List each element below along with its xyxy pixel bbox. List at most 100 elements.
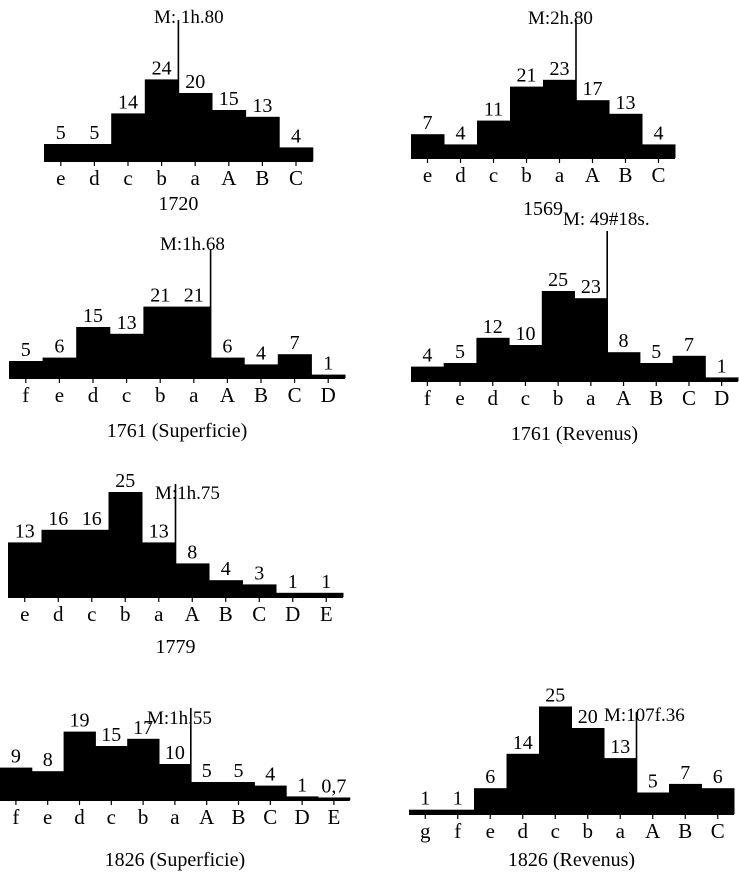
bar <box>318 797 351 800</box>
mean-label: M:1h.75 <box>155 483 220 504</box>
category-label: e <box>43 805 52 829</box>
category-label: E <box>327 805 340 829</box>
bar <box>642 144 676 158</box>
bar <box>244 364 279 378</box>
category-label: e <box>423 163 432 187</box>
bar-value-label: 17 <box>583 78 603 100</box>
bar <box>476 337 510 381</box>
bar-value-label: 6 <box>485 766 495 788</box>
panel-title: 1569 <box>523 198 563 220</box>
category-label: a <box>555 163 565 187</box>
panel-title: 1826 (Revenus) <box>508 849 635 871</box>
bar-value-label: 23 <box>550 58 570 80</box>
bar <box>609 113 643 158</box>
category-label: b <box>583 819 594 843</box>
bar <box>190 782 224 800</box>
mean-label: M:1h.68 <box>160 234 225 255</box>
category-label: b <box>521 163 532 187</box>
bar <box>75 529 109 597</box>
bar <box>276 592 310 597</box>
category-label: c <box>87 602 96 626</box>
category-label: d <box>89 166 100 190</box>
bar-value-label: 16 <box>82 508 102 530</box>
category-label: B <box>649 386 663 410</box>
bar-value-label: 21 <box>150 285 170 307</box>
bar <box>576 100 610 158</box>
bar-value-label: 15 <box>219 88 239 110</box>
category-label: d <box>518 819 529 843</box>
bar <box>210 357 245 378</box>
bar <box>311 374 346 378</box>
bar <box>0 767 33 800</box>
bar-value-label: 8 <box>619 330 629 352</box>
bar-value-label: 13 <box>15 520 35 542</box>
category-label: A <box>199 805 215 829</box>
bar-value-label: 5 <box>455 341 465 363</box>
bar-value-label: 25 <box>548 269 568 291</box>
bar <box>222 782 255 800</box>
bar <box>474 788 507 814</box>
panel-title: 1826 (Superficie) <box>105 849 246 871</box>
mean-label: M:1h.55 <box>147 708 212 729</box>
bar <box>212 110 247 161</box>
bar-value-label: 7 <box>684 334 694 356</box>
bar <box>705 377 739 381</box>
category-label: d <box>88 383 99 407</box>
bar <box>76 327 111 378</box>
bar-value-label: 20 <box>578 706 598 728</box>
bar <box>159 764 192 800</box>
category-label: d <box>455 163 466 187</box>
bar-value-label: 13 <box>610 736 630 758</box>
bar-value-label: 1 <box>420 788 430 810</box>
bar <box>639 363 674 381</box>
bar <box>636 792 670 814</box>
bar <box>539 706 572 814</box>
bar <box>441 809 475 814</box>
bar <box>95 746 128 800</box>
bar <box>279 147 314 161</box>
bar-value-label: 12 <box>483 316 503 338</box>
bar <box>604 758 637 814</box>
category-label: c <box>122 383 131 407</box>
category-label: b <box>138 805 149 829</box>
category-label: A <box>616 386 632 410</box>
bar <box>571 728 605 814</box>
bar <box>245 116 280 161</box>
category-label: e <box>20 602 29 626</box>
category-label: E <box>320 602 333 626</box>
category-label: B <box>255 166 269 190</box>
category-label: c <box>123 166 132 190</box>
bar <box>510 86 544 158</box>
histogram-panel-6: 9 f 8 e 19 d 15 c 17 b 10 a 5 A 5 B4 C1 D 0,7 E M:1h.55 1826 … <box>0 708 351 871</box>
bar <box>209 580 243 597</box>
bar-value-label: 6 <box>54 336 64 358</box>
bar-value-label: 13 <box>252 95 272 117</box>
histogram-panel-1: 5 e 5 d 14 c 24 b 20 a 15 A 13 B4 C M: 1h.80 1720 <box>44 7 314 215</box>
category-label: A <box>221 166 237 190</box>
bar <box>77 144 112 161</box>
bar <box>607 352 641 381</box>
category-label: A <box>185 602 201 626</box>
bar <box>41 529 76 597</box>
bar <box>178 93 213 161</box>
mean-label: M: 49#18s. <box>563 209 650 230</box>
bar-value-label: 8 <box>43 749 53 771</box>
category-label: d <box>53 602 64 626</box>
bar <box>541 291 575 381</box>
category-label: c <box>489 163 498 187</box>
bar-value-label: 25 <box>545 685 565 707</box>
bar <box>242 584 277 597</box>
category-label: g <box>420 819 431 843</box>
category-label: C <box>651 163 665 187</box>
category-label: c <box>551 819 560 843</box>
bar-value-label: 13 <box>616 92 636 114</box>
bar-value-label: 4 <box>654 122 664 144</box>
bar <box>177 306 212 378</box>
bar-value-label: 17 <box>133 717 153 739</box>
category-label: e <box>55 383 64 407</box>
category-label: B <box>254 383 268 407</box>
bar-value-label: 19 <box>70 710 90 732</box>
bar-value-label: 1 <box>321 571 331 593</box>
bar-value-label: 24 <box>152 57 172 79</box>
